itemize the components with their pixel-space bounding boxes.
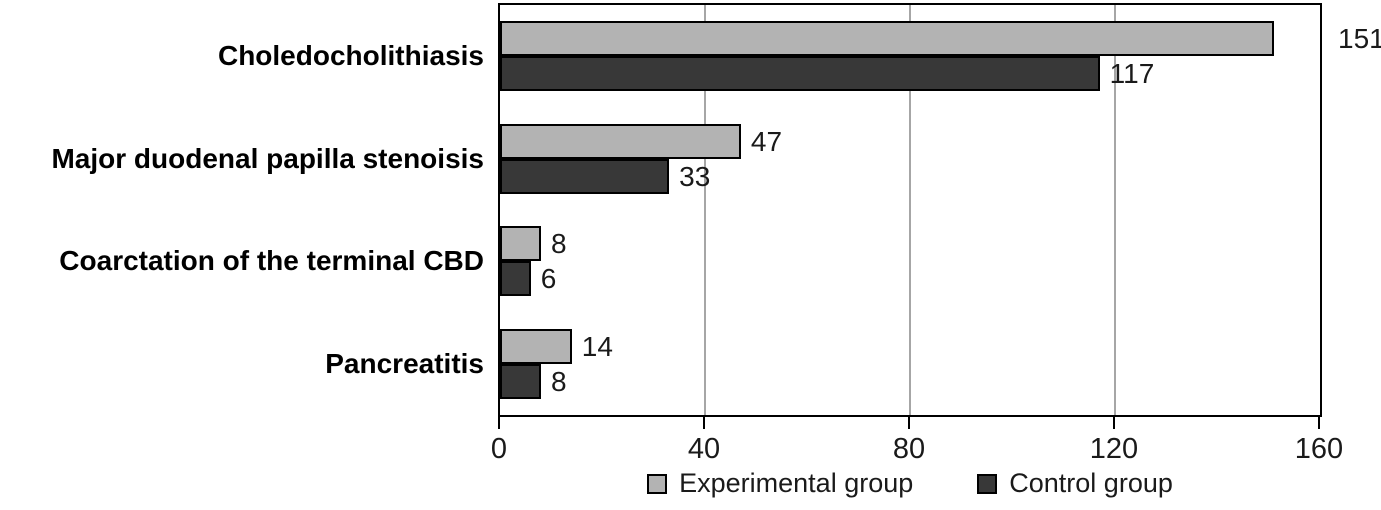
- bar-experimental-group-major-duodenal-papilla-stenoisis: [500, 123, 741, 159]
- bar-value-label-control-group-major-duodenal-papilla-stenoisis: 33: [679, 160, 711, 192]
- legend-item-control-group: Control group: [977, 468, 1173, 499]
- x-axis-tick-120: [1113, 417, 1115, 429]
- bar-value-label-experimental-group-pancreatitis: 14: [581, 330, 613, 362]
- bar-control-group-choledocholithiasis: [500, 56, 1100, 92]
- plot-area: 151 117 47 33 8 6 14 8: [498, 3, 1381, 417]
- bar-value-label-experimental-group-major-duodenal-papilla-stenoisis: 47: [750, 125, 783, 157]
- x-axis-tick-40: [703, 417, 705, 429]
- gridline-40: [704, 5, 706, 415]
- x-axis-tick-label-0: 0: [490, 433, 508, 465]
- legend-label-control-group: Control group: [1009, 468, 1173, 498]
- legend-swatch-control-group: [977, 473, 998, 494]
- bar-experimental-group-pancreatitis: [500, 328, 572, 364]
- bar-control-group-major-duodenal-papilla-stenoisis: [500, 158, 670, 194]
- x-axis-tick-0: [498, 417, 500, 429]
- x-axis-tick-label-40: 40: [687, 433, 721, 465]
- bar-value-label-control-group-choledocholithiasis: 117: [1109, 58, 1155, 90]
- x-axis-tick-label-160: 160: [1294, 433, 1344, 465]
- x-axis-tick-80: [908, 417, 910, 429]
- bar-value-label-experimental-group-coarctation-of-the-terminal-cbd: 8: [551, 228, 567, 260]
- bar-experimental-group-coarctation-of-the-terminal-cbd: [500, 226, 541, 262]
- bar-value-label-control-group-coarctation-of-the-terminal-cbd: 6: [540, 263, 557, 295]
- legend-item-experimental-group: Experimental group: [647, 468, 913, 499]
- x-axis-tick-160: [1318, 417, 1320, 429]
- bar-value-label-control-group-pancreatitis: 8: [551, 365, 567, 397]
- x-axis-tick-label-80: 80: [892, 433, 926, 465]
- bar-control-group-pancreatitis: [500, 363, 541, 399]
- category-label-major-duodenal-papilla-stenoisis: Major duodenal papilla stenoisis: [51, 143, 484, 174]
- category-label-pancreatitis: Pancreatitis: [325, 348, 484, 379]
- category-label-coarctation-of-the-terminal-cbd: Coarctation of the terminal CBD: [59, 245, 484, 276]
- bar-value-label-experimental-group-choledocholithiasis: 151: [1338, 23, 1381, 55]
- legend-swatch-experimental-group: [647, 473, 668, 494]
- x-axis: 0 40 80 120 160: [491, 417, 1343, 477]
- bar-experimental-group-choledocholithiasis: [500, 21, 1274, 57]
- x-axis-tick-label-120: 120: [1089, 433, 1139, 465]
- gridline-80: [909, 5, 911, 415]
- legend-label-experimental-group: Experimental group: [679, 468, 914, 498]
- bar-control-group-coarctation-of-the-terminal-cbd: [500, 261, 531, 297]
- gridline-120: [1114, 5, 1116, 415]
- legend: Experimental group Control group: [498, 468, 1322, 499]
- category-label-choledocholithiasis: Choledocholithiasis: [217, 40, 484, 71]
